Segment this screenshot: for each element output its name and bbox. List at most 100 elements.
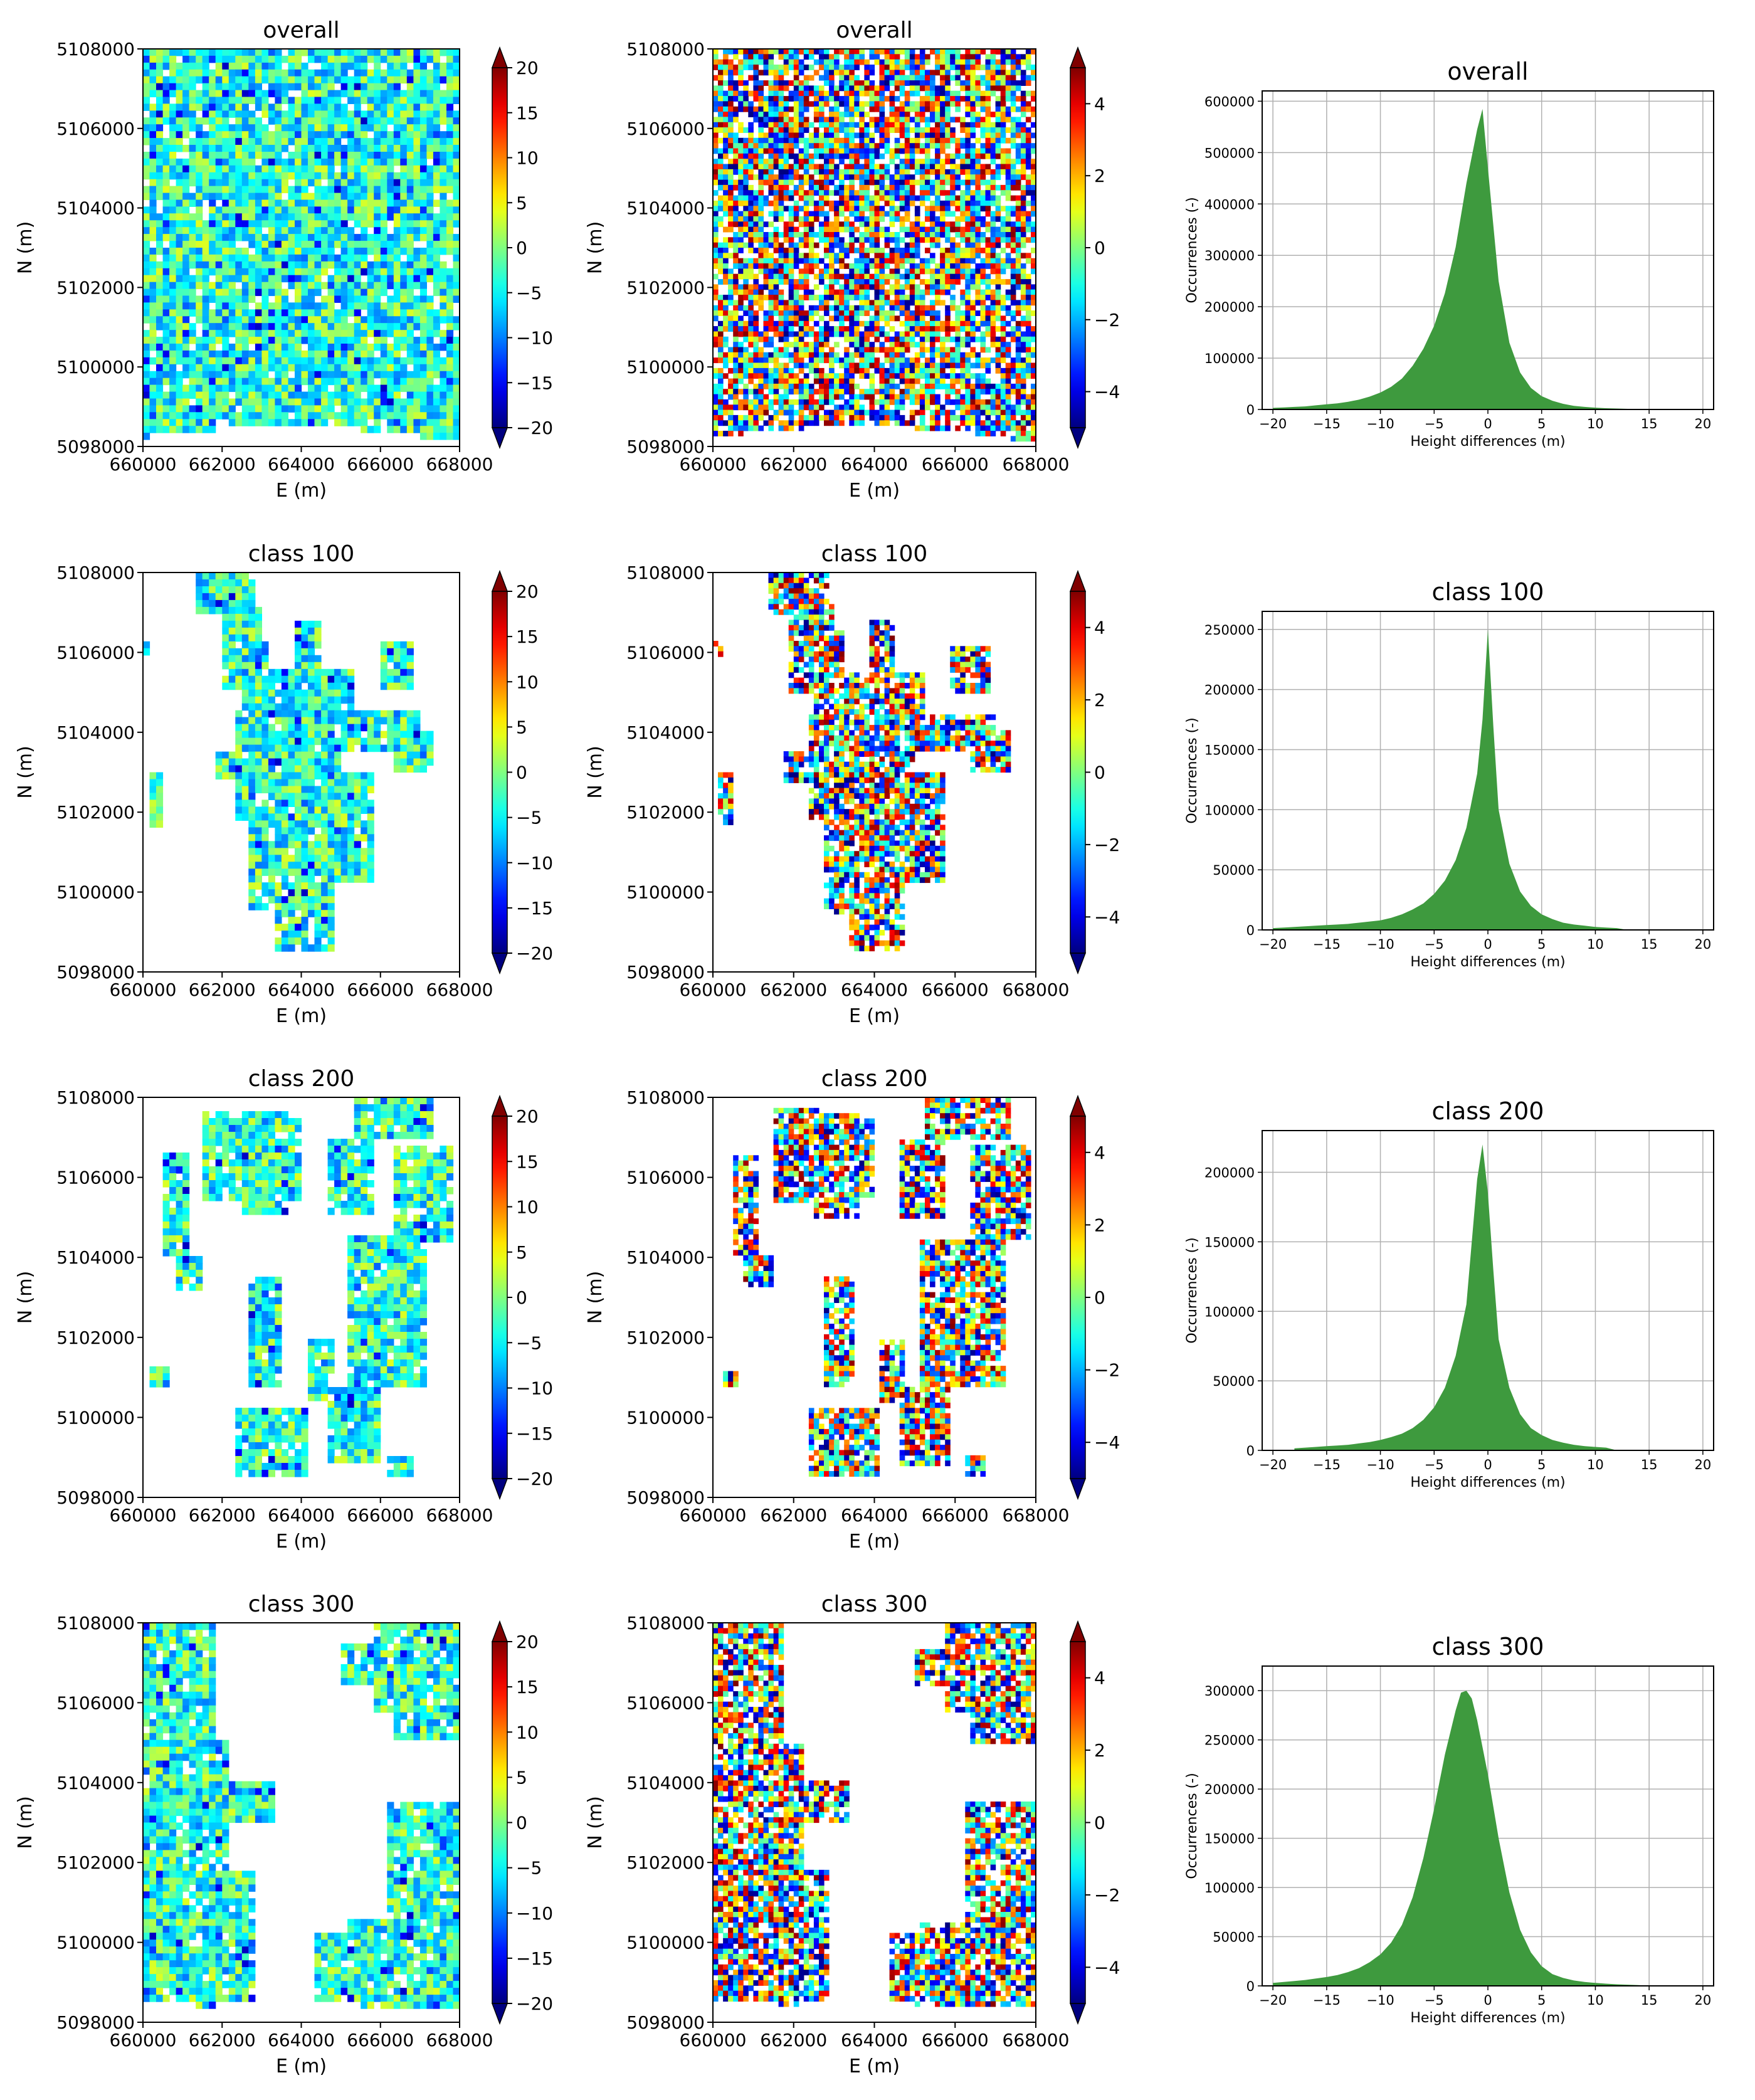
map-cell [281,131,288,139]
map-cell [889,153,895,159]
map-cell [361,288,368,297]
map-cell [241,371,249,379]
map-cell [773,174,779,181]
map-cell [295,302,302,310]
map-cell [255,405,262,413]
map-cell [268,76,275,84]
map-cell [354,103,361,111]
map-cell [222,110,229,118]
map-cell [261,165,269,173]
map-cell [156,124,164,132]
map-cell [413,391,421,399]
map-cell [849,54,855,60]
map-cell [733,237,739,243]
map-cell [446,138,454,145]
map-cell [798,237,804,243]
map-cell [241,213,249,221]
map-cell [301,275,308,283]
map-cell [321,323,329,330]
map-cell [215,179,223,187]
map-cell [314,186,322,194]
map-cell [255,145,262,152]
map-cell [798,159,804,165]
map-cell [321,405,329,413]
map-cell [426,254,434,262]
map-cell [985,206,991,212]
map-cell [899,143,905,149]
map-cell [763,273,769,280]
map-cell [327,186,335,194]
map-cell [773,289,779,295]
map-cell [288,377,295,386]
map-cell [1000,148,1006,154]
map-cell [839,184,845,191]
map-cell [778,200,784,206]
map-cell [909,148,915,154]
map-cell [829,122,835,128]
map-cell [919,195,925,201]
map-cell [788,253,794,259]
map-cell [945,143,951,149]
map-cell [955,206,961,212]
map-cell [1010,90,1016,97]
map-cell [143,433,150,440]
map-cell [945,248,951,253]
map-cell [393,309,401,317]
map-cell [149,227,157,235]
map-cell [189,145,196,152]
map-cell [321,158,329,166]
map-cell [733,80,739,86]
map-cell [713,101,719,107]
map-cell [985,279,991,285]
map-cell [228,309,236,317]
y-tick-label: 5102000 [56,277,135,298]
map-cell [1000,232,1006,238]
map-cell [228,186,236,194]
map-cell [400,275,408,283]
map-cell [788,80,794,86]
map-cell [894,59,900,65]
map-cell [419,110,427,118]
map-cell [748,190,754,196]
map-cell [426,330,434,337]
map-cell [925,258,930,264]
map-cell [380,377,387,386]
map-cell [940,284,946,290]
map-cell [314,302,322,310]
map-cell [361,49,368,56]
map-cell [1010,127,1016,133]
map-cell [380,261,387,269]
map-cell [156,83,164,91]
map-cell [453,261,460,269]
map-cell [1020,101,1026,107]
map-cell [281,351,288,358]
map-cell [803,117,809,123]
map-cell [169,405,177,413]
map-cell [778,232,784,238]
map-cell [985,70,991,76]
map-cell [788,268,794,275]
map-cell [426,227,434,235]
map-cell [773,279,779,285]
map-cell [803,106,809,112]
map-cell [879,273,885,280]
map-cell [162,213,170,221]
map-cell [909,127,915,133]
map-cell [380,199,387,207]
map-cell [209,351,216,358]
map-cell [819,190,825,196]
map-cell [361,55,368,63]
map-cell [288,76,295,84]
map-cell [803,174,809,181]
map-cell [849,112,855,117]
map-cell [980,80,986,86]
map-cell [874,90,880,97]
map-cell [367,275,374,283]
map-cell [281,323,288,330]
map-cell [433,152,440,159]
map-cell [446,426,454,433]
map-cell [182,55,190,63]
map-cell [143,275,150,283]
map-cell [340,172,348,180]
map-cell [955,232,961,238]
